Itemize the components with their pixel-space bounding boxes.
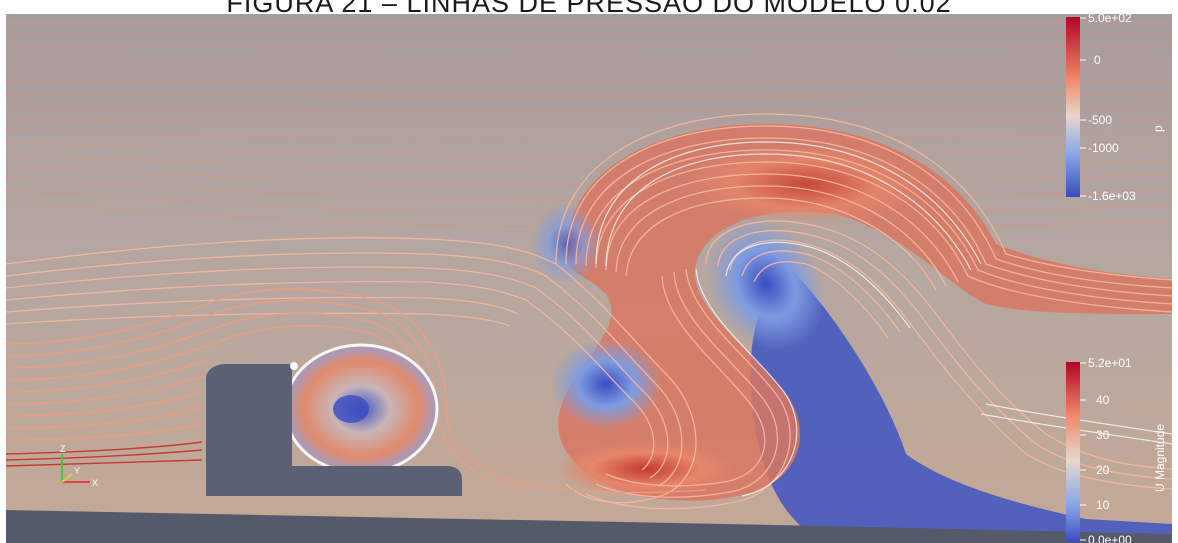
pressure-label-0: 0 [1094, 53, 1101, 67]
velocity-label-20: 20 [1096, 463, 1110, 477]
axes-triad: Z Y X [60, 444, 98, 488]
figure-title: FIGURA 21 – LINHAS DE PRESSÃO DO MODELO … [226, 0, 952, 18]
vortex-band [531, 124, 1172, 501]
velocity-colorbar-title: U Magnitude [1153, 424, 1167, 492]
velocity-label-10: 10 [1096, 498, 1110, 512]
pressure-label-min: -1.6e+03 [1088, 189, 1136, 203]
triad-z-label: Z [60, 444, 66, 454]
flow-visualization: Z Y X 5.0e+02 0 -500 -1000 -1.6e+03 p 5.… [6, 14, 1172, 543]
velocity-label-min: 0.0e+00 [1088, 533, 1132, 543]
pressure-colorbar-title: p [1151, 125, 1165, 132]
triad-x-label: X [92, 478, 98, 488]
triad-y-label: Y [74, 466, 80, 476]
ground-plane [6, 510, 1172, 543]
pressure-colorbar: 5.0e+02 0 -500 -1000 -1.6e+03 p [1066, 14, 1165, 203]
render-canvas: Z Y X 5.0e+02 0 -500 -1000 -1.6e+03 p 5.… [6, 14, 1172, 543]
velocity-label-max: 5.2e+01 [1088, 356, 1132, 370]
pressure-label-1000: -1000 [1088, 141, 1119, 155]
obstacle-streamlines [6, 288, 707, 494]
pressure-label-500: -500 [1088, 113, 1112, 127]
velocity-colorbar-gradient [1066, 362, 1080, 542]
pressure-colorbar-gradient [1066, 17, 1080, 197]
velocity-label-40: 40 [1096, 393, 1110, 407]
pressure-label-max: 5.0e+02 [1088, 14, 1132, 25]
obstacle-marker [290, 362, 298, 370]
velocity-label-30: 30 [1096, 428, 1110, 442]
recirculation-bubble [283, 343, 439, 475]
velocity-colorbar: 5.2e+01 40 30 20 10 0.0e+00 U Magnitude [1066, 356, 1167, 543]
y-axis-line [61, 473, 73, 483]
obstacle-body [206, 364, 462, 496]
wake-low-velocity-region [750, 264, 1172, 543]
inlet-red-streamlines [6, 441, 203, 467]
